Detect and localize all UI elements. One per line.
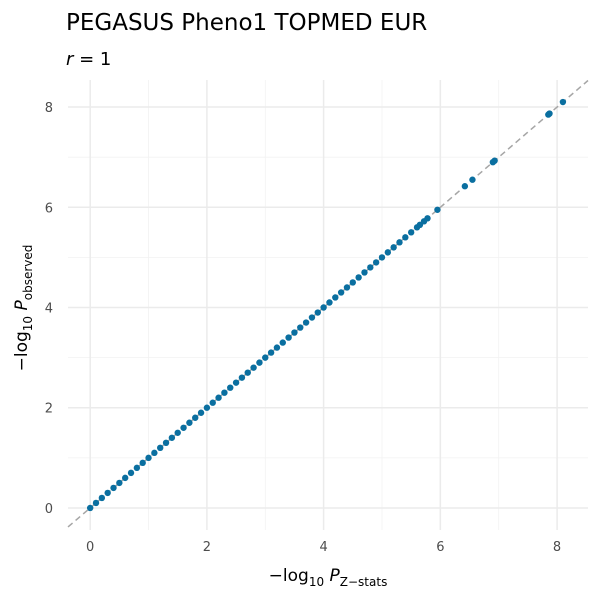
point [209, 399, 216, 406]
point [461, 183, 469, 190]
x-tick-label: 2 [203, 540, 211, 555]
point [92, 499, 100, 507]
x-tick-label: 8 [553, 540, 561, 555]
point [145, 454, 152, 462]
point [180, 424, 187, 431]
point [197, 409, 205, 416]
point [559, 98, 567, 106]
y-tick-label: 0 [45, 502, 53, 517]
point [139, 459, 146, 467]
point [168, 434, 176, 441]
point [227, 384, 234, 391]
x-label-sub: Z−stats [340, 575, 388, 589]
point [546, 110, 553, 117]
point [279, 339, 286, 346]
y-label-prefix: −log [12, 331, 32, 371]
point [244, 369, 251, 376]
point [121, 474, 129, 482]
chart-title: PEGASUS Pheno1 TOPMED EUR [66, 10, 427, 36]
point [332, 294, 339, 301]
point [367, 264, 374, 271]
point [104, 489, 111, 497]
y-tick-label: 6 [45, 201, 53, 216]
point [396, 239, 403, 246]
point [372, 259, 380, 266]
point [326, 299, 333, 306]
point [262, 354, 269, 361]
point [127, 469, 135, 477]
x-label-base: 10 [309, 575, 324, 589]
x-tick-label: 0 [86, 540, 94, 555]
point [320, 304, 327, 311]
point [355, 274, 362, 281]
point [337, 289, 345, 296]
point [291, 329, 298, 336]
point [302, 319, 310, 326]
point [343, 284, 351, 291]
point [215, 394, 222, 401]
point [133, 464, 141, 472]
point [267, 349, 275, 356]
point [349, 279, 357, 286]
point [256, 359, 263, 366]
point [250, 364, 257, 371]
x-label-prefix: −log [269, 566, 309, 586]
y-label-sub: observed [21, 245, 35, 301]
point [434, 206, 441, 213]
point [186, 419, 193, 426]
plot-area: 0 2 4 6 8 0 2 4 6 8 [45, 79, 589, 555]
point [221, 389, 228, 396]
point [378, 254, 386, 261]
point [174, 429, 181, 436]
point [162, 439, 170, 447]
x-label-symbol: P [324, 566, 340, 586]
point [98, 494, 106, 502]
point [308, 314, 316, 321]
point [407, 229, 415, 236]
point [390, 244, 397, 251]
point [151, 449, 158, 457]
point [157, 444, 164, 452]
y-axis-label: −log10 Pobserved [12, 245, 35, 372]
subtitle-text: = 1 [73, 49, 111, 70]
point [314, 309, 321, 316]
point [273, 344, 281, 351]
y-tick-label: 2 [45, 402, 53, 417]
y-tick-label: 8 [45, 101, 53, 116]
chart-subtitle: r = 1 [66, 49, 111, 70]
point [203, 404, 211, 411]
y-tick-label: 4 [45, 302, 53, 317]
point [232, 379, 240, 386]
point [110, 484, 117, 492]
point [424, 215, 431, 222]
subtitle-symbol: r [66, 49, 75, 70]
x-tick-label: 6 [436, 540, 444, 555]
point [86, 504, 94, 512]
point [384, 249, 392, 256]
x-tick-label: 4 [319, 540, 327, 555]
point [238, 374, 246, 381]
x-axis-label: −log10 PZ−stats [269, 566, 388, 589]
point [192, 414, 199, 421]
point [402, 234, 409, 241]
y-label-base: 10 [21, 316, 35, 331]
point [285, 334, 292, 341]
y-label-symbol: P [12, 300, 32, 316]
point [469, 176, 476, 183]
point [297, 324, 304, 331]
point [491, 157, 498, 164]
point [116, 479, 123, 487]
point [361, 269, 368, 276]
